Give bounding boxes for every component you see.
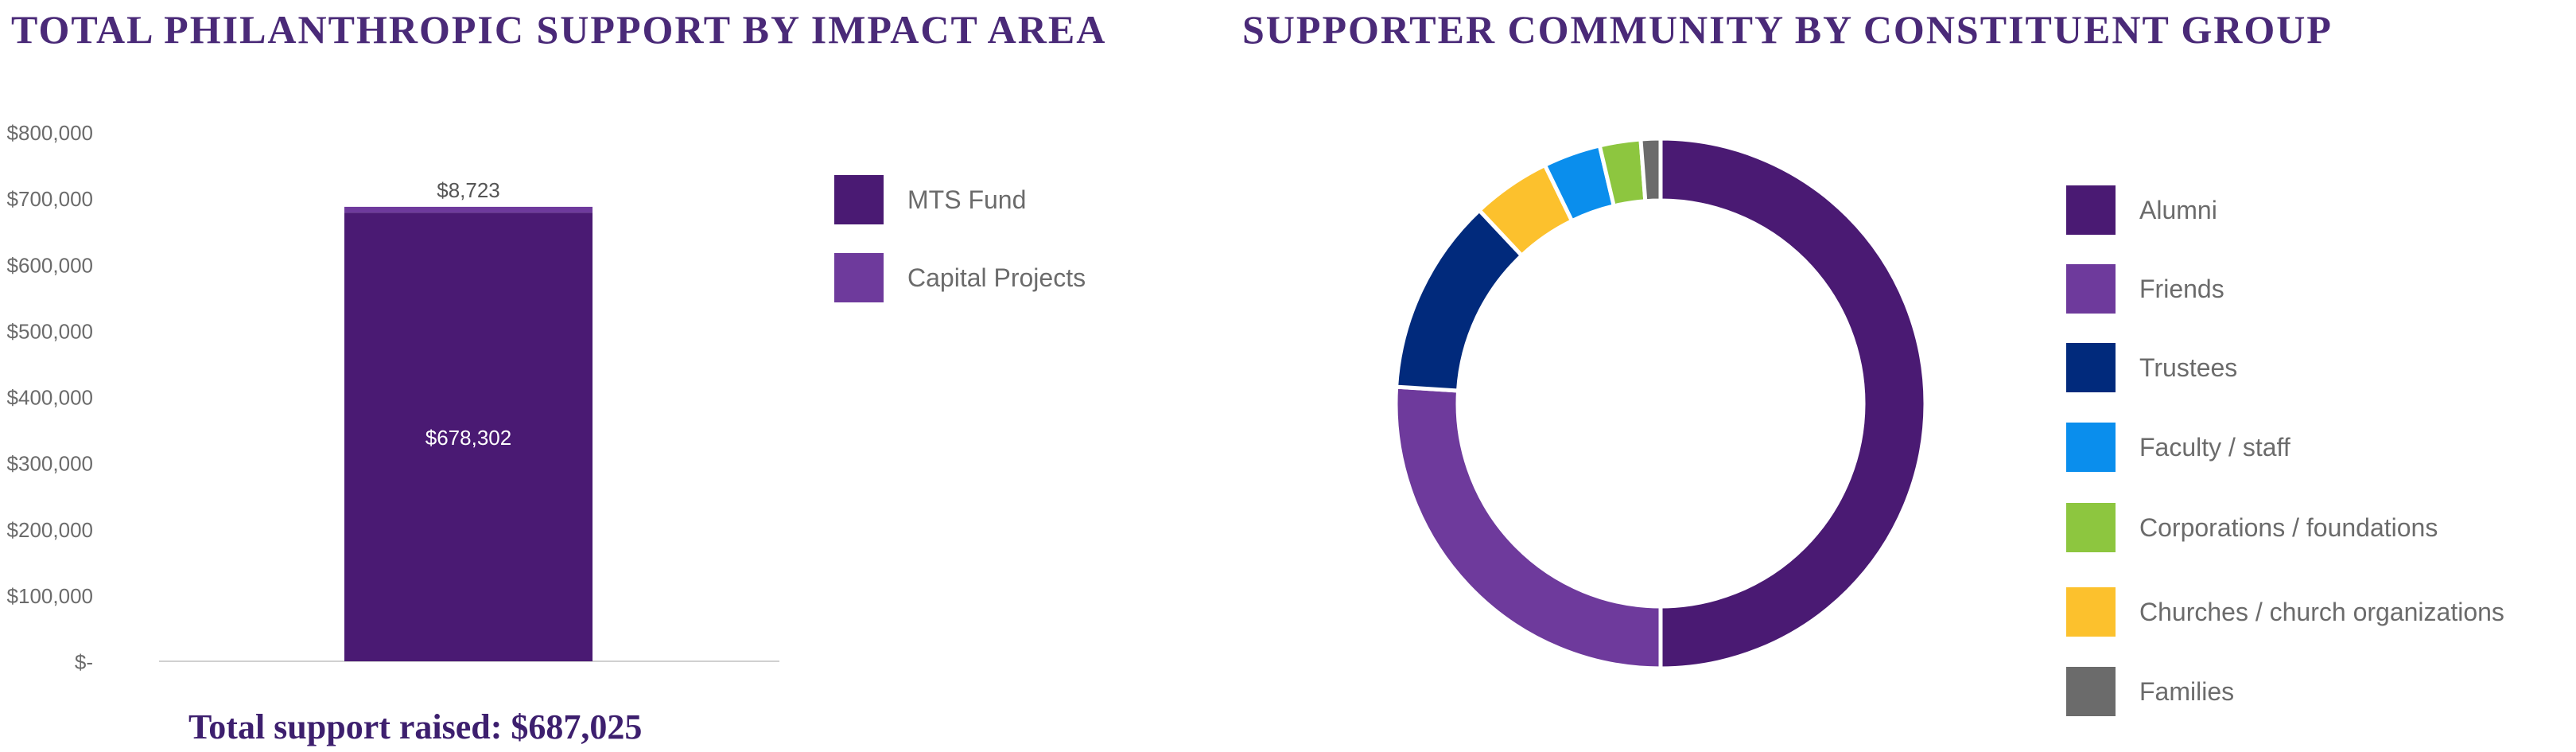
legend-swatch bbox=[2066, 185, 2116, 235]
y-tick-label: $400,000 bbox=[7, 386, 93, 410]
legend-swatch bbox=[2066, 423, 2116, 472]
legend-item: Families bbox=[2066, 667, 2234, 716]
y-tick-label: $100,000 bbox=[7, 584, 93, 608]
donut-slice-families bbox=[1638, 136, 1663, 204]
legend-swatch bbox=[2066, 264, 2116, 314]
legend-item: MTS Fund bbox=[834, 175, 1026, 224]
legend-item: Alumni bbox=[2066, 185, 2217, 235]
y-tick-label: $600,000 bbox=[7, 253, 93, 277]
legend-item: Faculty / staff bbox=[2066, 423, 2290, 472]
y-tick-label: $800,000 bbox=[7, 121, 93, 145]
legend-label: Churches / church organizations bbox=[2139, 597, 2504, 626]
y-tick-label: $- bbox=[75, 650, 93, 674]
y-tick-label: $500,000 bbox=[7, 319, 93, 343]
legend-label: Faculty / staff bbox=[2139, 432, 2290, 462]
legend-swatch bbox=[834, 253, 884, 302]
bar-data-label: $678,302 bbox=[425, 426, 511, 450]
bar-data-label: $8,723 bbox=[437, 178, 500, 202]
legend-label: Friends bbox=[2139, 274, 2224, 303]
legend-item: Churches / church organizations bbox=[2066, 587, 2504, 637]
legend-item: Capital Projects bbox=[834, 253, 1086, 302]
legend-swatch bbox=[2066, 343, 2116, 392]
legend-item: Friends bbox=[2066, 264, 2224, 314]
legend-swatch bbox=[2066, 667, 2116, 716]
legend-label: Alumni bbox=[2139, 195, 2217, 224]
donut-slice-alumni bbox=[1658, 136, 1928, 671]
left-chart-title: TOTAL PHILANTHROPIC SUPPORT BY IMPACT AR… bbox=[11, 7, 1107, 52]
legend-item: Trustees bbox=[2066, 343, 2237, 392]
total-support-raised: Total support raised: $687,025 bbox=[188, 707, 643, 746]
legend-label: MTS Fund bbox=[907, 185, 1027, 214]
legend-label: Corporations / foundations bbox=[2139, 512, 2438, 542]
right-chart-title: SUPPORTER COMMUNITY BY CONSTITUENT GROUP bbox=[1242, 7, 2333, 52]
bar-chart: $- $100,000 $200,000 $300,000 $400,000 $500,0… bbox=[7, 121, 779, 674]
legend-label: Families bbox=[2139, 676, 2235, 706]
legend-label: Trustees bbox=[2139, 353, 2238, 382]
donut-chart bbox=[1393, 136, 1928, 671]
bar-segment-capital-projects bbox=[344, 206, 593, 213]
legend-swatch bbox=[2066, 587, 2116, 637]
bar-segment-mts-fund bbox=[344, 212, 593, 661]
y-tick-label: $300,000 bbox=[7, 452, 93, 476]
legend-label: Capital Projects bbox=[907, 263, 1086, 292]
y-tick-label: $700,000 bbox=[7, 187, 93, 211]
y-tick-label: $200,000 bbox=[7, 518, 93, 542]
legend-swatch bbox=[834, 175, 884, 224]
donut-slice-friends bbox=[1393, 384, 1663, 671]
legend-swatch bbox=[2066, 503, 2116, 552]
legend-item: Corporations / foundations bbox=[2066, 503, 2438, 552]
